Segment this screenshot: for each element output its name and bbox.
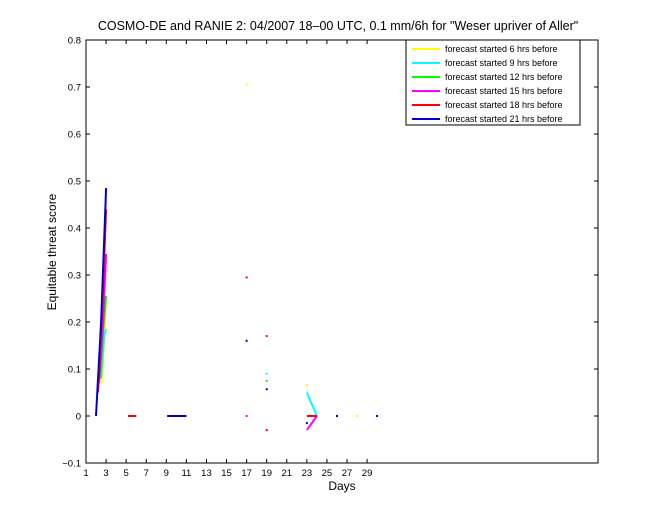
x-axis-label: Days bbox=[328, 479, 355, 493]
series-layer bbox=[95, 83, 379, 432]
legend-entry: forecast started 9 hrs before bbox=[445, 58, 558, 68]
y-tick-label: 0.2 bbox=[68, 318, 81, 329]
x-tick-label: 13 bbox=[201, 468, 212, 479]
x-tick-label: 21 bbox=[281, 468, 292, 479]
x-tick-label: 3 bbox=[103, 468, 108, 479]
x-tick-label: 5 bbox=[124, 468, 129, 479]
x-tick-label: 1 bbox=[83, 468, 88, 479]
x-tick-label: 17 bbox=[241, 468, 252, 479]
legend-entry: forecast started 21 hrs before bbox=[445, 114, 563, 124]
x-tick-label: 9 bbox=[164, 468, 169, 479]
x-tick-label: 25 bbox=[322, 468, 333, 479]
y-tick-label: −0.1 bbox=[62, 459, 81, 470]
y-tick-label: 0.1 bbox=[68, 365, 81, 376]
x-tick-label: 11 bbox=[181, 468, 191, 479]
x-tick-label: 7 bbox=[144, 468, 149, 479]
series-6 bbox=[95, 188, 379, 425]
x-tick-label: 29 bbox=[362, 468, 373, 479]
y-tick-label: 0.4 bbox=[68, 224, 81, 235]
x-tick-label: 15 bbox=[221, 468, 232, 479]
y-tick-label: 0.6 bbox=[68, 130, 81, 141]
x-tick-label: 23 bbox=[302, 468, 313, 479]
y-tick-label: 0 bbox=[76, 412, 81, 423]
series-line-segment bbox=[306, 415, 318, 431]
series-line-segment bbox=[95, 188, 108, 417]
series-line-segment bbox=[305, 392, 318, 417]
y-tick-label: 0.5 bbox=[68, 177, 81, 188]
y-axis-label: Equitable threat score bbox=[45, 193, 59, 310]
legend: forecast started 6 hrs before forecast st… bbox=[405, 39, 581, 126]
legend-entry: forecast started 15 hrs before bbox=[445, 86, 563, 96]
axis-ticks: 1 3 5 7 9 11 13 15 17 19 21 23 25 27 29−0.100.10.20.30… bbox=[62, 36, 598, 479]
legend-entry: forecast started 18 hrs before bbox=[445, 100, 563, 110]
y-tick-label: 0.7 bbox=[68, 83, 81, 94]
chart-title: COSMO-DE and RANIE 2: 04/2007 18–00 UTC,… bbox=[98, 19, 578, 33]
legend-box bbox=[405, 39, 581, 126]
legend-entry: forecast started 12 hrs before bbox=[445, 72, 563, 82]
legend-entry: forecast started 6 hrs before bbox=[445, 44, 558, 54]
y-tick-label: 0.8 bbox=[68, 36, 81, 47]
y-tick-label: 0.3 bbox=[68, 271, 81, 282]
x-tick-label: 27 bbox=[342, 468, 353, 479]
x-tick-label: 19 bbox=[261, 468, 272, 479]
series-line-segment bbox=[100, 328, 108, 379]
